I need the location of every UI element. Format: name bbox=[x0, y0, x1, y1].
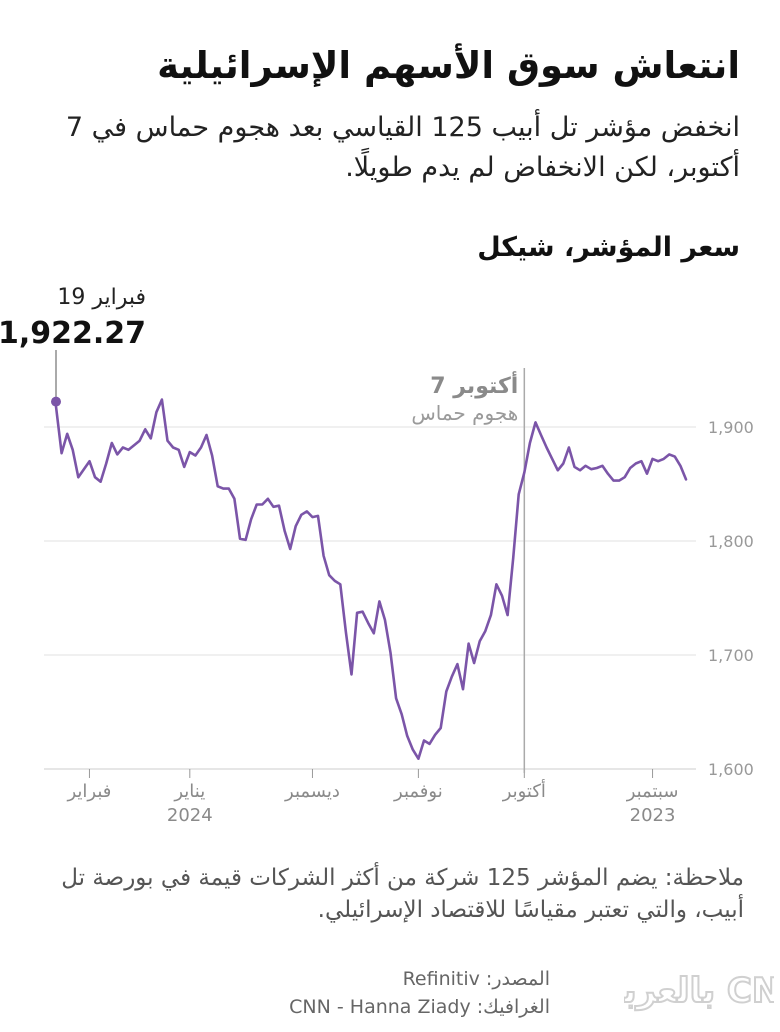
y-tick-label: 1,800 bbox=[708, 532, 754, 551]
x-tick-label: فبراير bbox=[66, 781, 111, 802]
line-chart: 1,900 1,800 1,700 1,600 سبتمبر 2023 أكتوبر نوفم… bbox=[0, 285, 754, 826]
chart-title: انتعاش سوق الأسهم الإسرائيلية bbox=[157, 44, 740, 87]
x-tick-year: 2023 bbox=[630, 805, 676, 826]
october-7-label: 7 أكتوبر bbox=[430, 370, 518, 399]
index-price-series-line bbox=[54, 398, 688, 761]
chart-note: ملاحظة: يضم المؤشر 125 شركة من أكثر الشر… bbox=[61, 865, 744, 923]
y-tick-label: 1,900 bbox=[708, 418, 754, 437]
latest-date-label: فبراير 19 bbox=[57, 285, 146, 310]
x-tick-label: أكتوبر bbox=[502, 779, 546, 802]
logo-wordmark: بالعربية CNN bbox=[624, 971, 774, 1011]
x-tick-label: ديسمبر bbox=[284, 781, 340, 802]
latest-value-point bbox=[51, 396, 61, 407]
hamas-attack-label: هجوم حماس bbox=[411, 401, 518, 425]
x-tick-label: سبتمبر bbox=[626, 781, 679, 802]
x-tick-year: 2024 bbox=[167, 805, 213, 826]
x-tick-label: يناير bbox=[173, 781, 205, 802]
graphic-credit: الغرافيك: CNN - Hanna Ziady bbox=[289, 996, 550, 1018]
y-tick-label: 1,700 bbox=[708, 646, 754, 665]
source-credit: المصدر: Refinitiv bbox=[402, 968, 550, 990]
unit-label: سعر المؤشر، شيكل bbox=[477, 232, 740, 263]
y-tick-label: 1,600 bbox=[708, 760, 754, 779]
x-tick-label: نوفمبر bbox=[393, 781, 443, 802]
chart-subtitle: انخفض مؤشر تل أبيب 125 القياسي بعد هجوم … bbox=[65, 112, 740, 183]
cnn-arabic-logo: بالعربية CNN bbox=[624, 970, 774, 1012]
latest-value-label: 1,922.27 bbox=[0, 316, 146, 351]
